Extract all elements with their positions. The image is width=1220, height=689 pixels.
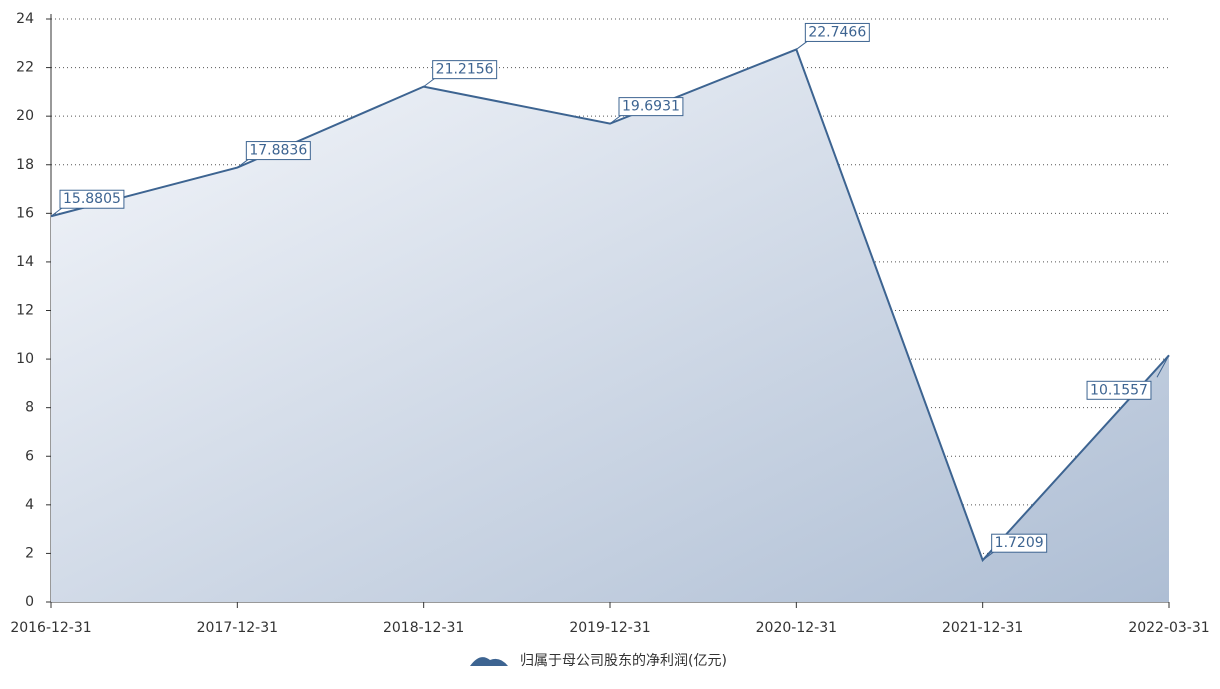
- y-tick-label: 2: [25, 545, 34, 561]
- data-label-box: [432, 60, 498, 80]
- y-tick-label: 24: [16, 11, 34, 27]
- x-tick-label: 2017-12-31: [197, 620, 278, 636]
- y-tick-label: 12: [16, 303, 34, 319]
- x-tick-label: 2016-12-31: [10, 620, 91, 636]
- data-label-box: [804, 22, 870, 42]
- y-tick-label: 14: [16, 254, 34, 270]
- area: [51, 49, 1169, 603]
- data-label-box: [618, 97, 684, 117]
- y-tick-label: 16: [16, 205, 34, 221]
- data-label: 22.7466: [808, 24, 866, 40]
- x-tick-label: 2018-12-31: [383, 620, 464, 636]
- legend-icon: [470, 657, 508, 666]
- y-tick-label: 8: [25, 400, 34, 416]
- legend-label: 归属于母公司股东的净利润(亿元): [520, 652, 727, 669]
- data-label: 10.1557: [1090, 382, 1148, 398]
- data-label: 21.2156: [436, 62, 494, 78]
- data-label-box: [991, 533, 1048, 553]
- y-tick-label: 4: [25, 497, 34, 513]
- y-tick-label: 0: [25, 594, 34, 610]
- data-label: 15.8805: [63, 191, 121, 207]
- y-tick-label: 18: [16, 157, 34, 173]
- y-tick-label: 20: [16, 108, 34, 124]
- x-tick-label: 2022-03-31: [1128, 620, 1209, 636]
- x-tick-label: 2021-12-31: [942, 620, 1023, 636]
- y-tick-label: 6: [25, 448, 34, 464]
- x-tick-label: 2020-12-31: [756, 620, 837, 636]
- data-label: 1.7209: [995, 535, 1044, 551]
- data-label: 19.6931: [622, 99, 680, 115]
- data-label: 17.8836: [249, 143, 307, 159]
- y-tick-label: 22: [16, 60, 34, 76]
- leader-line: [1156, 355, 1170, 378]
- x-tick-label: 2019-12-31: [569, 620, 650, 636]
- data-label-box: [1086, 380, 1152, 400]
- data-label-box: [59, 189, 125, 209]
- y-tick-label: 10: [16, 351, 34, 367]
- data-label-box: [245, 141, 311, 161]
